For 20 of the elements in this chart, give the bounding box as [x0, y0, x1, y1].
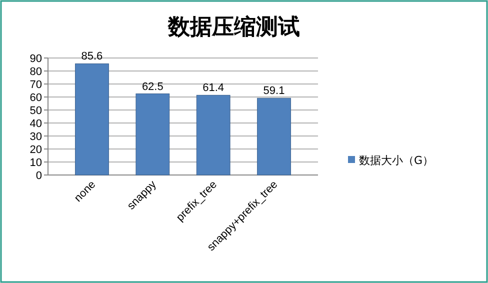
y-tick-label: 40 [30, 118, 42, 130]
y-tick-label: 90 [30, 52, 42, 65]
y-tick-label: 0 [36, 170, 42, 182]
y-tick-label: 30 [30, 130, 42, 143]
data-label: 59.1 [263, 85, 285, 98]
y-tick-label: 80 [30, 66, 42, 78]
chart-title: 数据压缩测试 [167, 14, 300, 40]
y-tick-label: 70 [30, 78, 42, 91]
bar [196, 94, 230, 176]
legend-label: 数据大小（G） [359, 154, 434, 167]
y-tick-label: 50 [30, 104, 42, 117]
y-tick-label: 20 [30, 144, 42, 156]
y-tick-label: 60 [30, 92, 42, 104]
bar [75, 63, 109, 176]
y-tick-label: 10 [30, 156, 42, 169]
data-label: 85.6 [81, 50, 103, 63]
bar [257, 98, 291, 176]
data-label: 62.5 [142, 80, 164, 93]
data-label: 61.4 [202, 82, 224, 94]
bar [136, 94, 170, 176]
